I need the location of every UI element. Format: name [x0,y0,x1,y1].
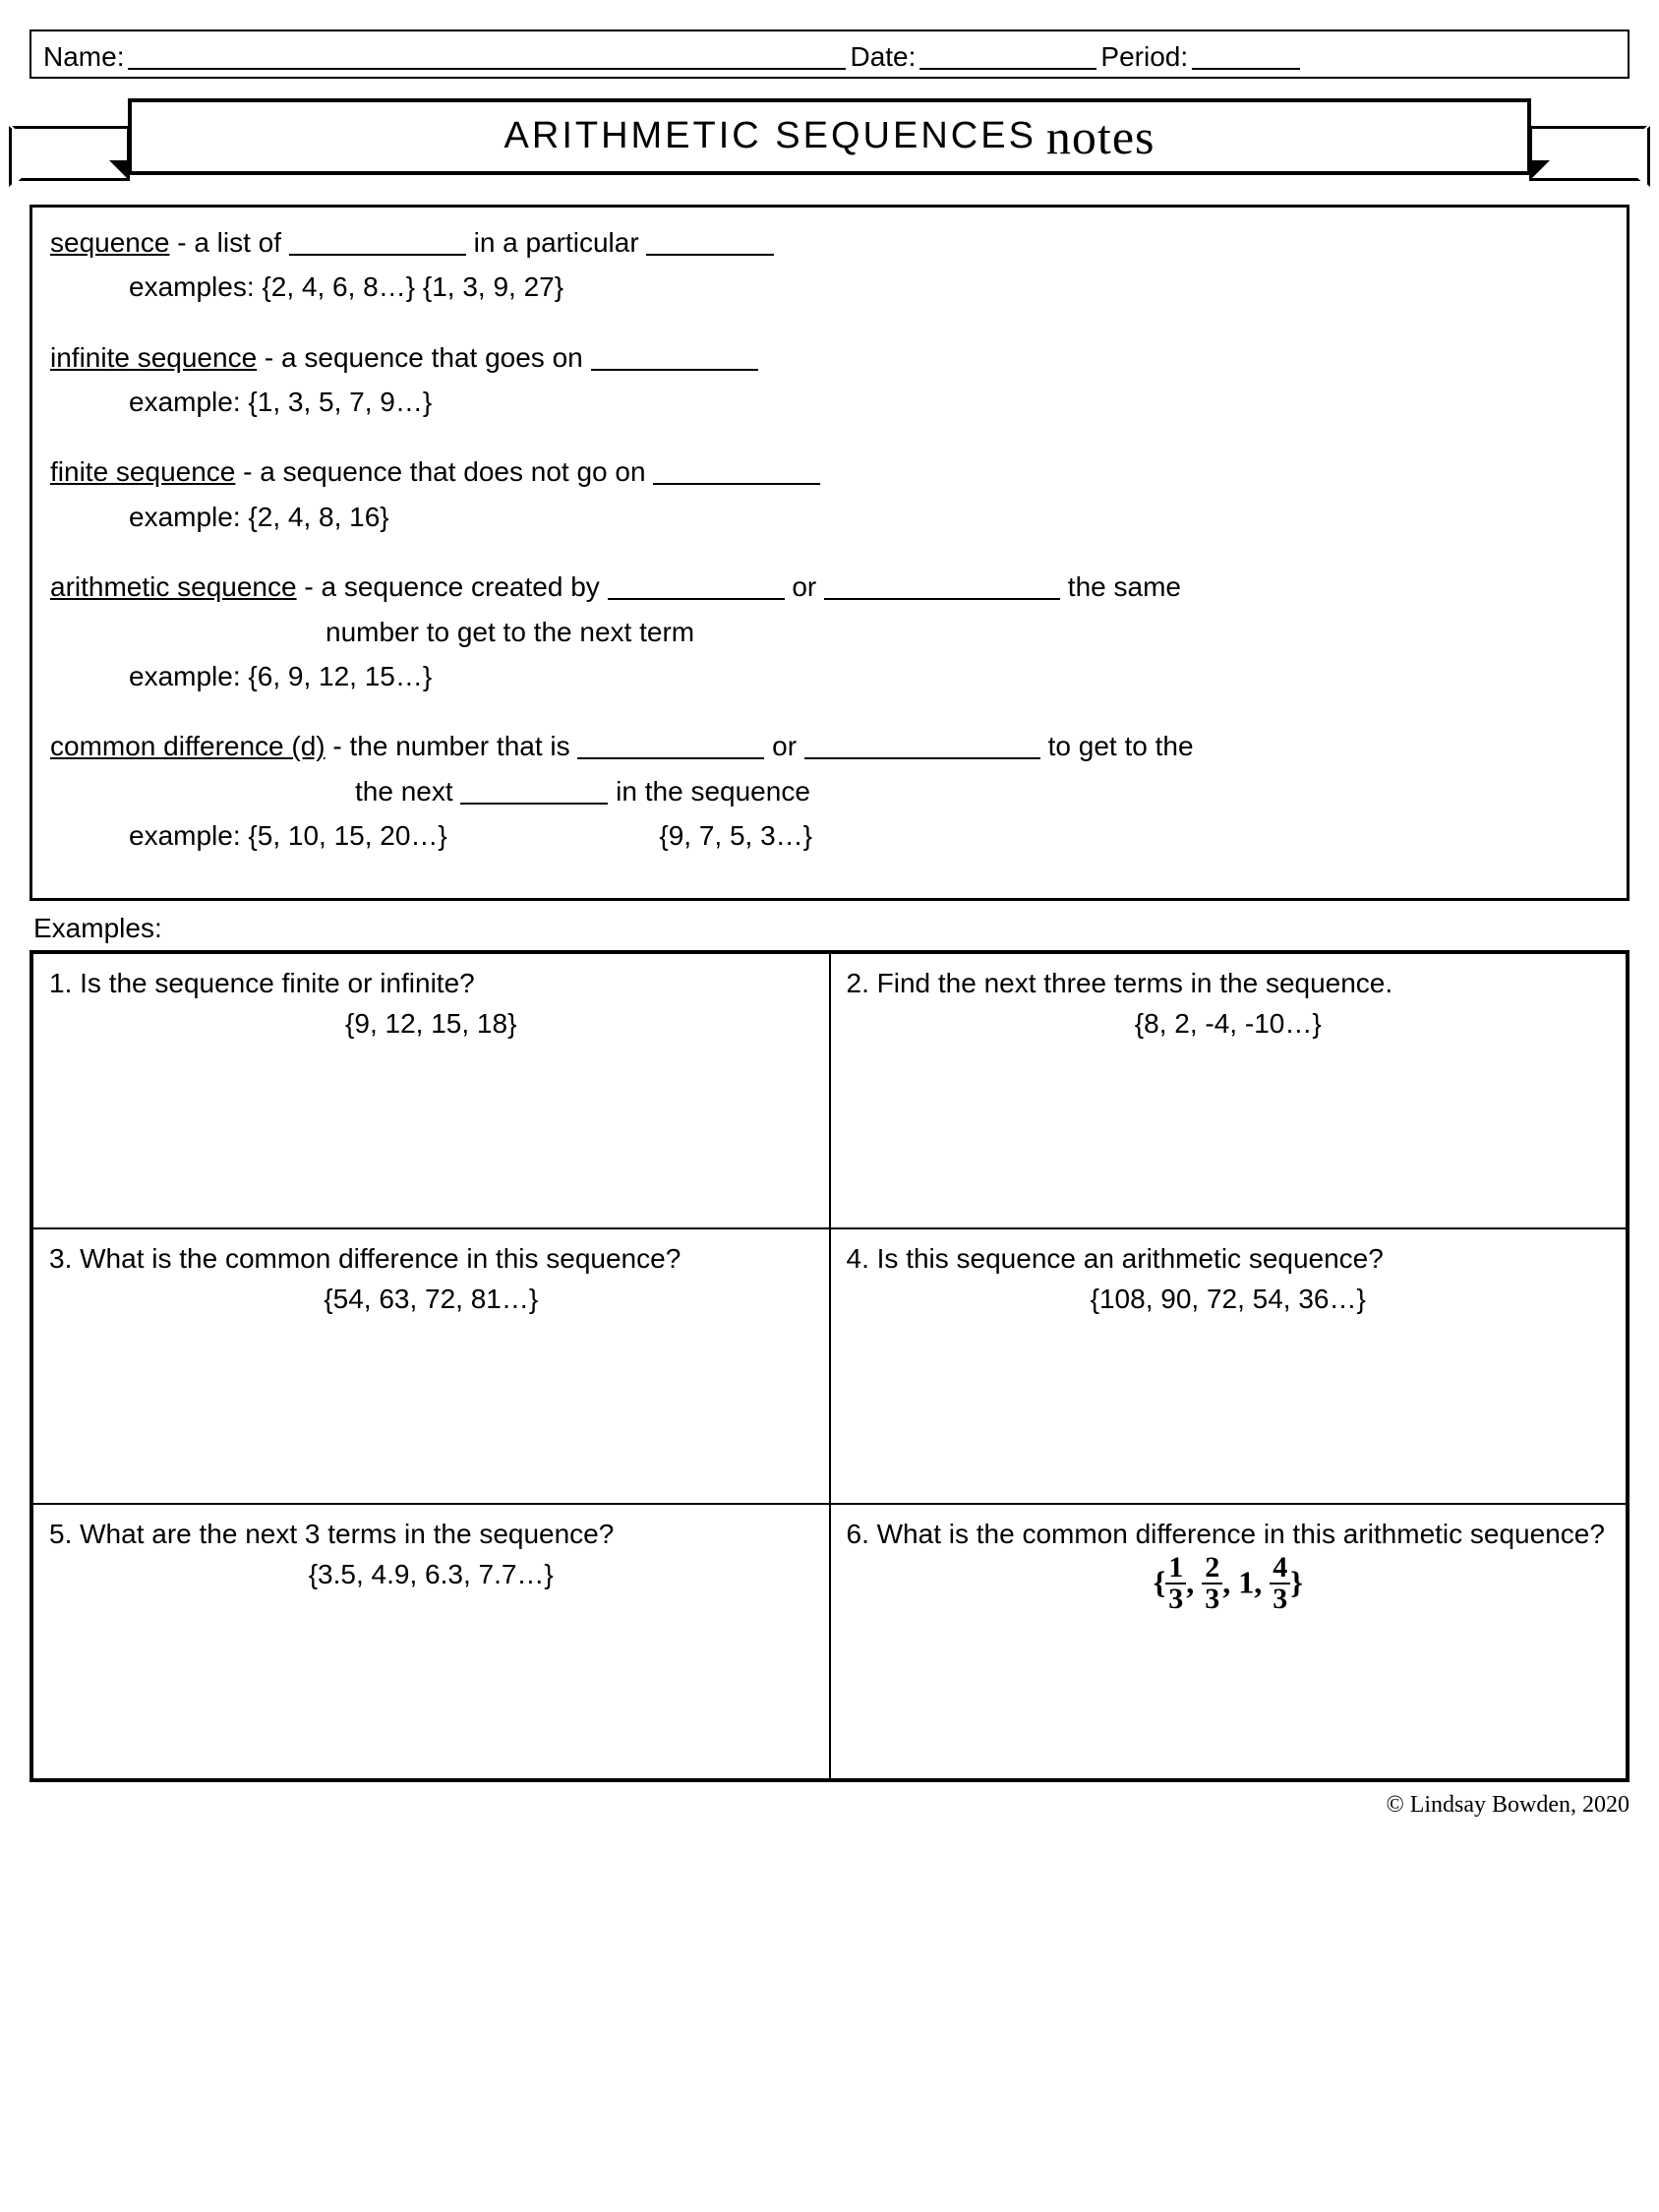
def-infinite: infinite sequence - a sequence that goes… [50,336,1609,379]
def-arithmetic-ex: example: {6, 9, 12, 15…} [50,655,1609,697]
footer-copyright: © Lindsay Bowden, 2020 [30,1792,1629,1819]
example-6: 6. What is the common difference in this… [830,1504,1628,1779]
example-q: 1. Is the sequence finite or infinite? [49,964,813,1004]
example-2: 2. Find the next three terms in the sequ… [830,953,1628,1228]
example-data: {108, 90, 72, 54, 36…} [847,1280,1611,1320]
blank[interactable] [289,226,466,255]
banner-main: ARITHMETIC SEQUENCES notes [128,98,1531,175]
def-infinite-ex: example: {1, 3, 5, 7, 9…} [50,381,1609,423]
banner-tail-right [1529,126,1647,181]
example-q: 4. Is this sequence an arithmetic sequen… [847,1239,1611,1280]
example-q: 5. What are the next 3 terms in the sequ… [49,1515,813,1555]
blank[interactable] [460,775,608,804]
example-q: 6. What is the common difference in this… [847,1515,1611,1555]
example-3: 3. What is the common difference in this… [32,1228,830,1504]
date-line[interactable] [919,39,1096,70]
date-label: Date: [850,41,916,73]
def-common-diff: common difference (d) - the number that … [50,725,1609,767]
title-main: ARITHMETIC SEQUENCES [504,115,1037,157]
blank[interactable] [577,731,764,759]
examples-label: Examples: [33,913,1629,944]
def-arithmetic: arithmetic sequence - a sequence created… [50,566,1609,608]
period-label: Period: [1100,41,1188,73]
blank[interactable] [608,571,785,600]
name-label: Name: [43,41,124,73]
example-data: {8, 2, -4, -10…} [847,1004,1611,1045]
blank[interactable] [646,226,774,255]
example-data: {54, 63, 72, 81…} [49,1280,813,1320]
def-finite: finite sequence - a sequence that does n… [50,450,1609,493]
example-1: 1. Is the sequence finite or infinite? {… [32,953,830,1228]
def-arithmetic-line2: number to get to the next term [50,611,1609,653]
period-line[interactable] [1192,39,1300,70]
def-sequence-ex: examples: {2, 4, 6, 8…} {1, 3, 9, 27} [50,266,1609,308]
examples-grid: 1. Is the sequence finite or infinite? {… [30,950,1629,1782]
header-fields: Name: Date: Period: [30,30,1629,79]
definitions-box: sequence - a list of in a particular exa… [30,205,1629,902]
blank[interactable] [591,341,758,370]
example-5: 5. What are the next 3 terms in the sequ… [32,1504,830,1779]
example-q: 3. What is the common difference in this… [49,1239,813,1280]
example-q: 2. Find the next three terms in the sequ… [847,964,1611,1004]
def-common-diff-ex: example: {5, 10, 15, 20…} {9, 7, 5, 3…} [50,814,1609,857]
example-data: {9, 12, 15, 18} [49,1004,813,1045]
example-data: {13, 23, 1, 43} [847,1555,1611,1616]
name-line[interactable] [128,39,846,70]
title-script: notes [1046,108,1155,165]
def-sequence: sequence - a list of in a particular [50,221,1609,264]
title-banner: ARITHMETIC SEQUENCES notes [30,98,1629,187]
def-common-diff-line2: the next in the sequence [50,770,1609,812]
example-4: 4. Is this sequence an arithmetic sequen… [830,1228,1628,1504]
banner-tail-left [12,126,130,181]
blank[interactable] [653,456,820,485]
blank[interactable] [824,571,1060,600]
blank[interactable] [804,731,1040,759]
def-finite-ex: example: {2, 4, 8, 16} [50,496,1609,538]
example-data: {3.5, 4.9, 6.3, 7.7…} [49,1555,813,1595]
